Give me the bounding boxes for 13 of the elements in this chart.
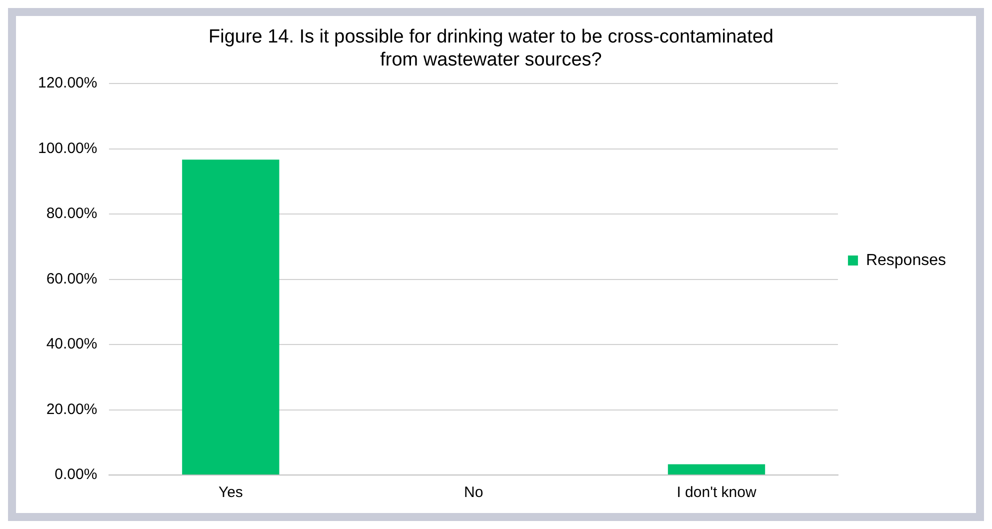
y-tick-label: 40.00%: [46, 336, 98, 353]
text: Figure 14. Is it possible for drinking water to be cross-contaminated: [208, 26, 774, 48]
x-tick-label: No: [464, 484, 484, 502]
legend-label: Responses: [866, 252, 946, 269]
y-tick-label: 20.00%: [46, 400, 98, 418]
y-tick-label: 120.00%: [38, 74, 98, 92]
y-tick-label: 60.00%: [46, 270, 98, 288]
y-tick-label: 0.00%: [54, 466, 98, 484]
y-tick-label: 80.00%: [46, 205, 98, 222]
x-tick-label: Yes: [218, 484, 243, 502]
text: from wastewater sources?: [380, 49, 602, 70]
x-tick-label: I don't know: [676, 484, 756, 502]
y-tick-label: 100.00%: [38, 140, 98, 157]
